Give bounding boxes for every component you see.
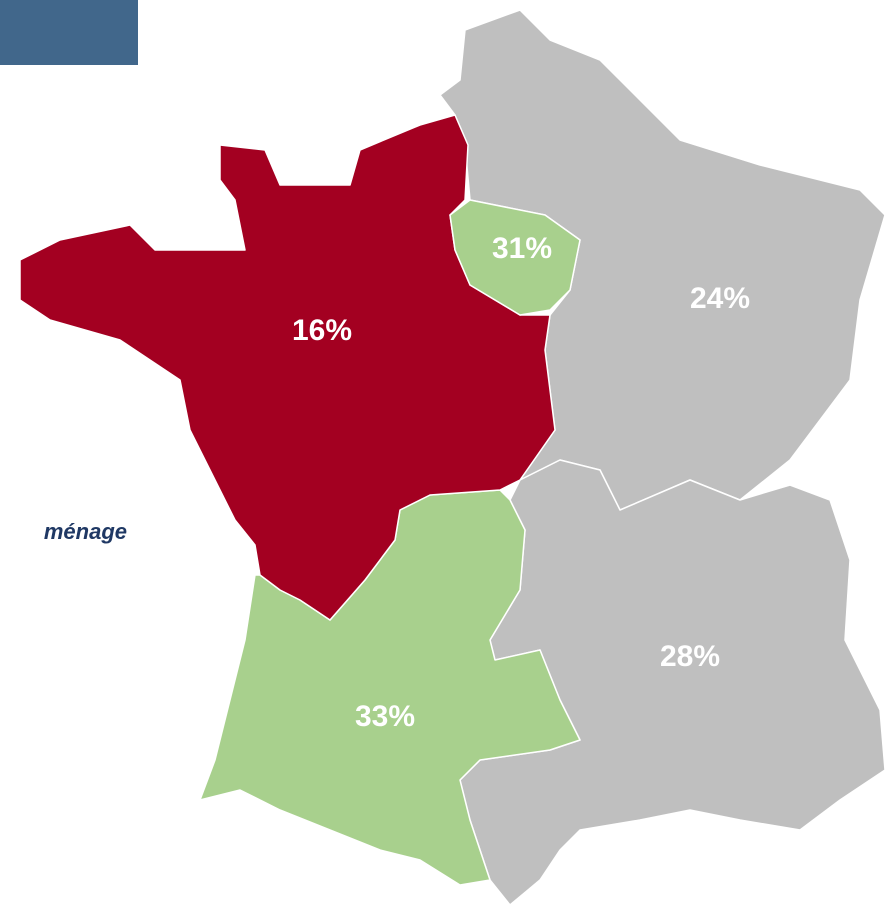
region-label: 28% bbox=[660, 640, 720, 673]
region-label: 16% bbox=[292, 314, 352, 347]
region-ile-de-france bbox=[449, 199, 581, 316]
region-label: 31% bbox=[492, 232, 552, 265]
header-block bbox=[0, 0, 138, 65]
caption: ménage bbox=[44, 519, 127, 544]
region-label: 33% bbox=[355, 700, 415, 733]
region-label: 24% bbox=[690, 282, 750, 315]
region-northwest bbox=[19, 114, 556, 621]
